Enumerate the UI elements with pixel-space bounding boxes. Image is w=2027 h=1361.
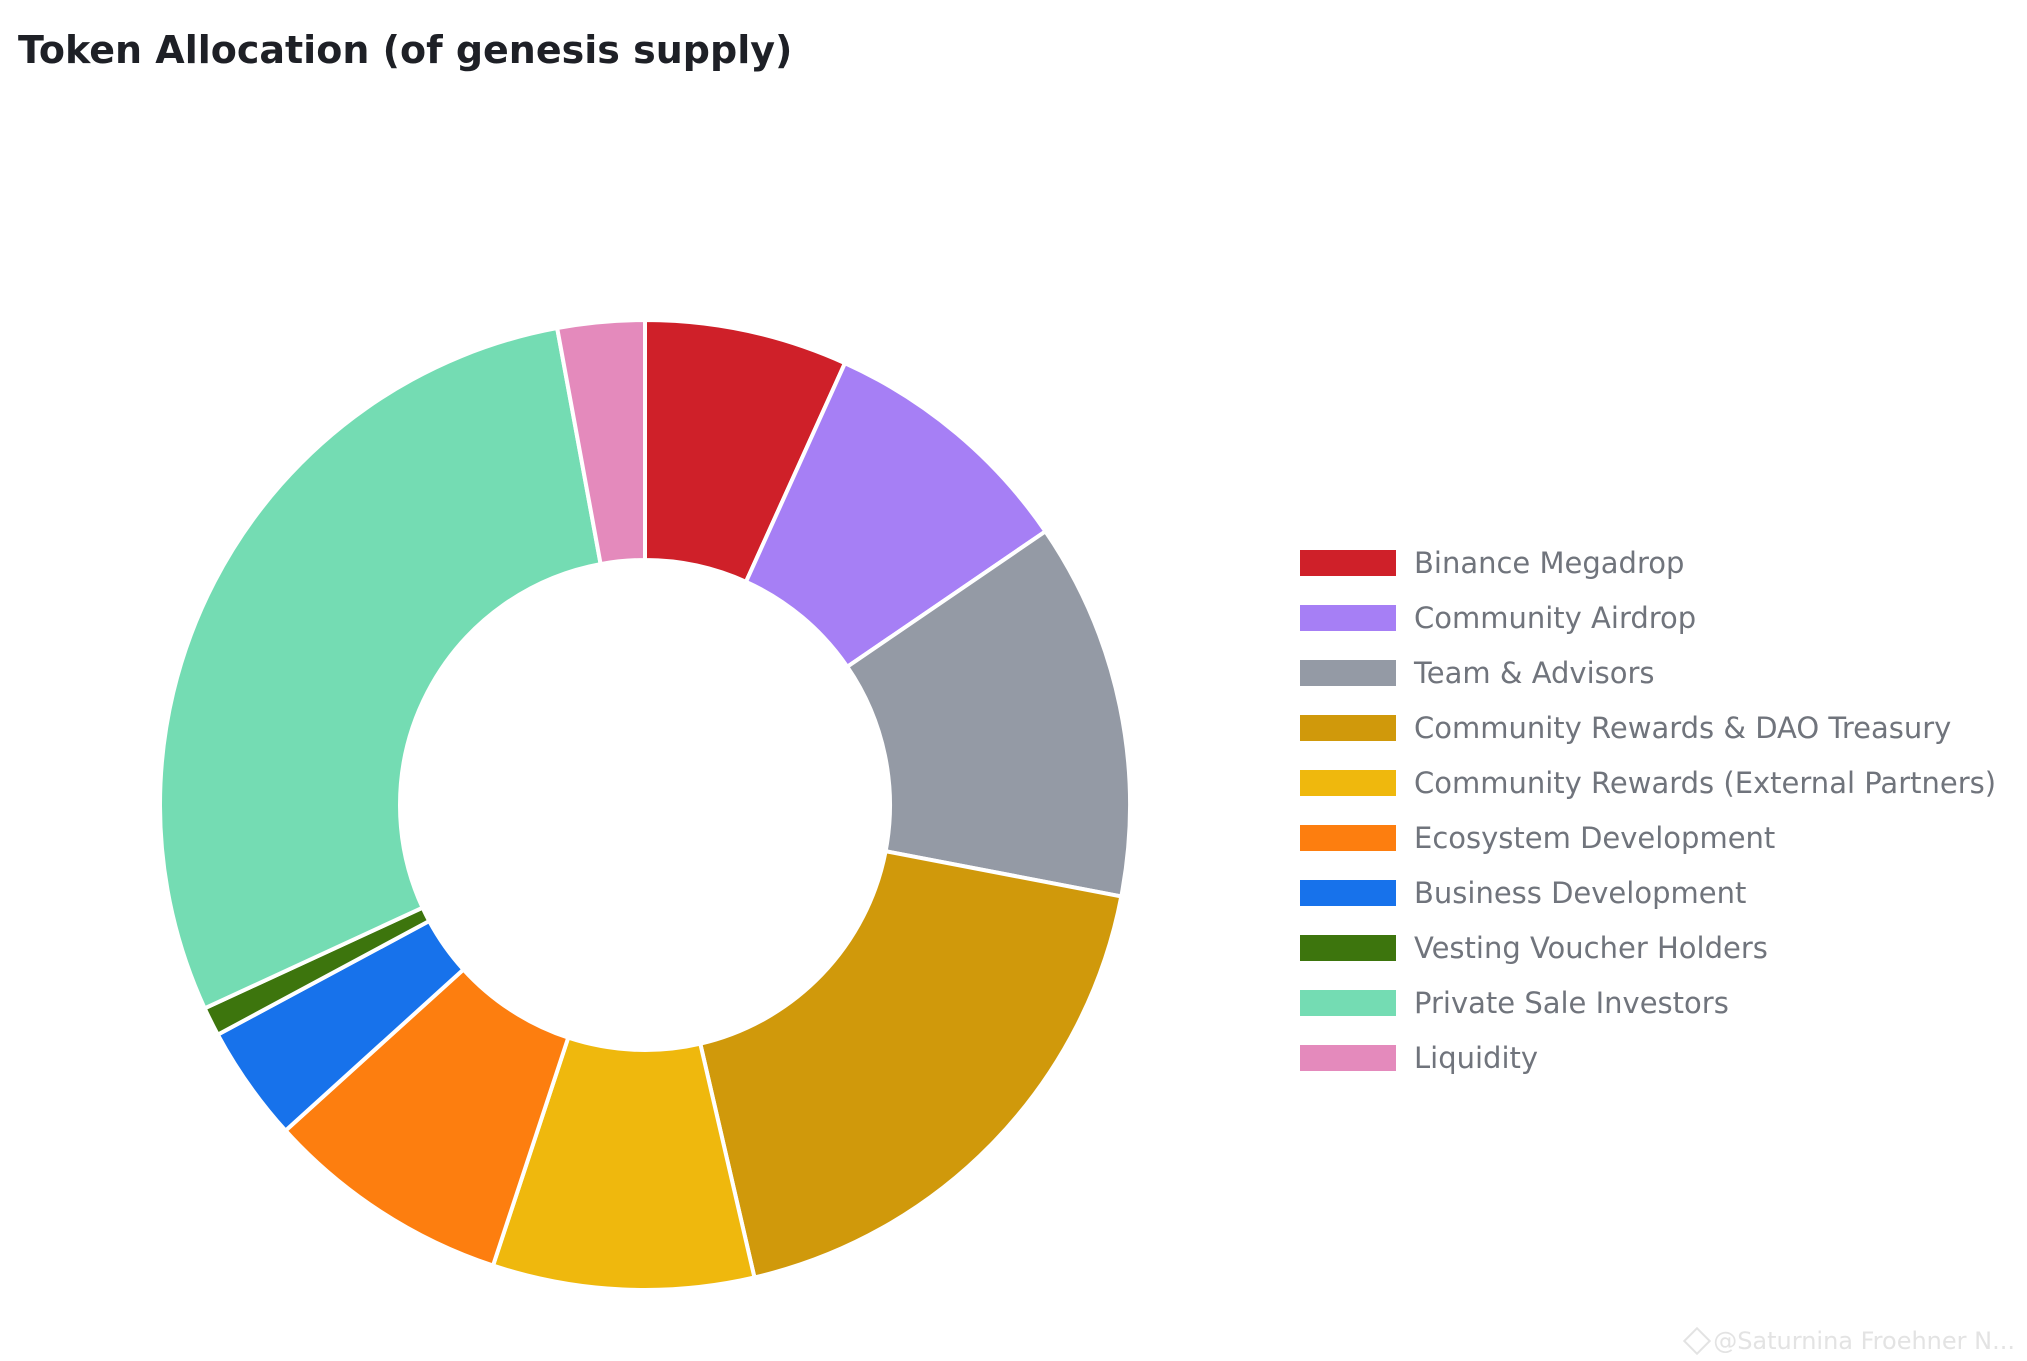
- legend-swatch: [1300, 989, 1396, 1016]
- watermark-text: @Saturnina Froehner N...: [1713, 1327, 2015, 1355]
- legend-item-ecosystem-development: Ecosystem Development: [1300, 810, 1996, 865]
- legend-swatch: [1300, 934, 1396, 961]
- slice-team-advisors: [845, 529, 1133, 899]
- legend-item-business-development: Business Development: [1300, 865, 1996, 920]
- binance-logo-icon: [1683, 1326, 1712, 1356]
- legend-item-community-rewards-external-partners: Community Rewards (External Partners): [1300, 755, 1996, 810]
- watermark: @Saturnina Froehner N...: [1683, 1326, 2015, 1356]
- legend-swatch: [1300, 824, 1396, 851]
- chart-title: Token Allocation (of genesis supply): [18, 28, 793, 72]
- legend-label: Business Development: [1414, 875, 1747, 910]
- legend-item-vesting-voucher-holders: Vesting Voucher Holders: [1300, 920, 1996, 975]
- legend-item-community-rewards-dao-treasury: Community Rewards & DAO Treasury: [1300, 700, 1996, 755]
- legend-swatch: [1300, 549, 1396, 576]
- legend-swatch: [1300, 604, 1396, 631]
- legend-swatch: [1300, 659, 1396, 686]
- legend-swatch: [1300, 714, 1396, 741]
- legend-label: Community Rewards (External Partners): [1414, 765, 1997, 800]
- slice-community-rewards-dao-treasury: [698, 849, 1124, 1280]
- legend-item-community-airdrop: Community Airdrop: [1300, 590, 1996, 645]
- legend-label: Liquidity: [1414, 1040, 1539, 1075]
- legend-label: Private Sale Investors: [1414, 985, 1729, 1020]
- legend-label: Community Airdrop: [1414, 600, 1697, 635]
- legend-item-team-advisors: Team & Advisors: [1300, 645, 1996, 700]
- legend-label: Vesting Voucher Holders: [1414, 930, 1768, 965]
- legend-item-binance-megadrop: Binance Megadrop: [1300, 535, 1996, 590]
- legend-item-liquidity: Liquidity: [1300, 1030, 1996, 1085]
- chart-legend: Binance Megadrop Community Airdrop Team & …: [1300, 535, 1996, 1085]
- legend-label: Team & Advisors: [1414, 655, 1655, 690]
- slice-liquidity: [555, 318, 647, 567]
- slice-private-sale-investors: [158, 326, 603, 1011]
- legend-swatch: [1300, 769, 1396, 796]
- legend-item-private-sale-investors: Private Sale Investors: [1300, 975, 1996, 1030]
- legend-label: Community Rewards & DAO Treasury: [1414, 710, 1952, 745]
- legend-swatch: [1300, 1044, 1396, 1071]
- legend-label: Ecosystem Development: [1414, 820, 1776, 855]
- legend-label: Binance Megadrop: [1414, 545, 1685, 580]
- legend-swatch: [1300, 879, 1396, 906]
